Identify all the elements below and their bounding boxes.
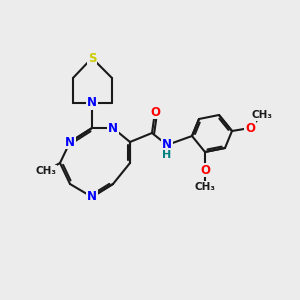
Text: N: N: [108, 122, 118, 134]
Text: S: S: [88, 52, 96, 64]
Text: O: O: [200, 164, 210, 176]
Text: N: N: [87, 97, 97, 110]
Text: O: O: [245, 122, 255, 134]
Text: N: N: [65, 136, 75, 148]
Text: CH₃: CH₃: [35, 166, 56, 176]
Text: CH₃: CH₃: [194, 182, 215, 192]
Text: CH₃: CH₃: [251, 110, 272, 120]
Text: N: N: [162, 139, 172, 152]
Text: N: N: [87, 190, 97, 203]
Text: H: H: [162, 150, 172, 160]
Text: O: O: [150, 106, 160, 118]
